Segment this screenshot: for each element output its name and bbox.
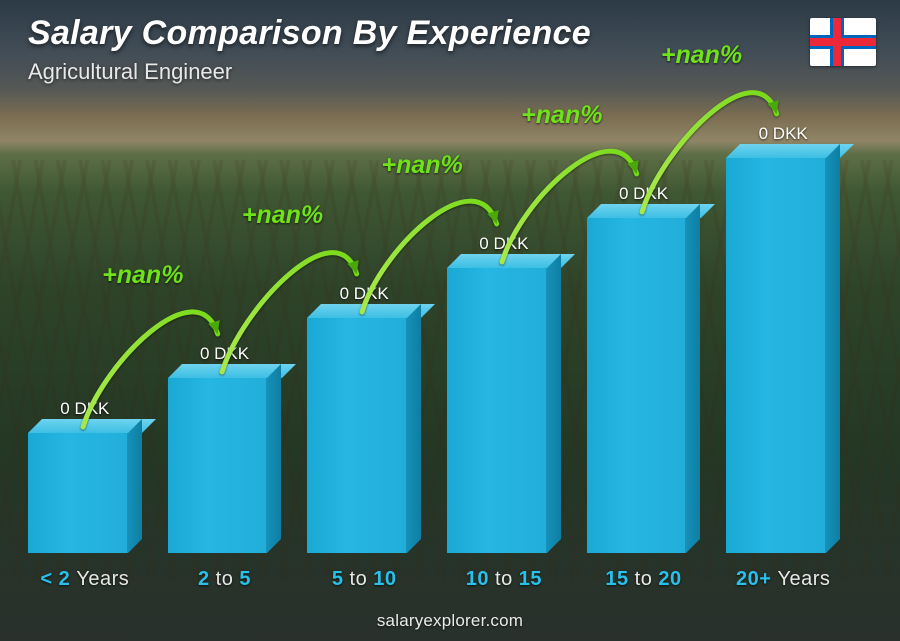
delta-label-4: +nan% — [661, 41, 742, 70]
bar-0: 0 DKK — [28, 399, 142, 553]
x-label-0: < 2 Years — [28, 568, 142, 591]
bar-5: 0 DKK — [726, 124, 840, 553]
bar-value-label: 0 DKK — [60, 399, 109, 419]
page-subtitle: Agricultural Engineer — [28, 59, 591, 85]
bar-value-label: 0 DKK — [340, 284, 389, 304]
x-label-1: 2 to 5 — [168, 568, 282, 591]
bar-1: 0 DKK — [168, 344, 282, 553]
delta-label-1: +nan% — [242, 201, 323, 230]
x-axis-labels: < 2 Years 2 to 5 5 to 10 10 to 15 15 to 20 20… — [28, 568, 840, 591]
x-label-2: 5 to 10 — [307, 568, 421, 591]
bar-group: 0 DKK 0 DKK 0 DKK 0 DKK 0 DKK 0 DKK — [28, 118, 840, 553]
bar-value-label: 0 DKK — [479, 234, 528, 254]
flag-faroe-islands — [810, 18, 876, 66]
x-label-4: 15 to 20 — [587, 568, 701, 591]
bar-chart: 0 DKK 0 DKK 0 DKK 0 DKK 0 DKK 0 DKK — [28, 118, 840, 553]
delta-label-3: +nan% — [521, 101, 602, 130]
bar-3d — [447, 268, 561, 553]
bar-3d — [28, 433, 142, 553]
delta-label-2: +nan% — [382, 151, 463, 180]
bar-value-label: 0 DKK — [619, 184, 668, 204]
bar-3d — [168, 378, 282, 553]
bar-4: 0 DKK — [587, 184, 701, 553]
bar-3: 0 DKK — [447, 234, 561, 553]
infographic-stage: Salary Comparison By Experience Agricult… — [0, 0, 900, 641]
footer-source: salaryexplorer.com — [0, 611, 900, 631]
bar-3d — [307, 318, 421, 553]
bar-2: 0 DKK — [307, 284, 421, 553]
x-label-5: 20+ Years — [726, 568, 840, 591]
delta-label-0: +nan% — [102, 261, 183, 290]
page-title: Salary Comparison By Experience — [28, 14, 591, 53]
x-label-3: 10 to 15 — [447, 568, 561, 591]
title-block: Salary Comparison By Experience Agricult… — [28, 14, 591, 85]
bar-3d — [726, 158, 840, 553]
bar-3d — [587, 218, 701, 553]
bar-value-label: 0 DKK — [759, 124, 808, 144]
bar-value-label: 0 DKK — [200, 344, 249, 364]
